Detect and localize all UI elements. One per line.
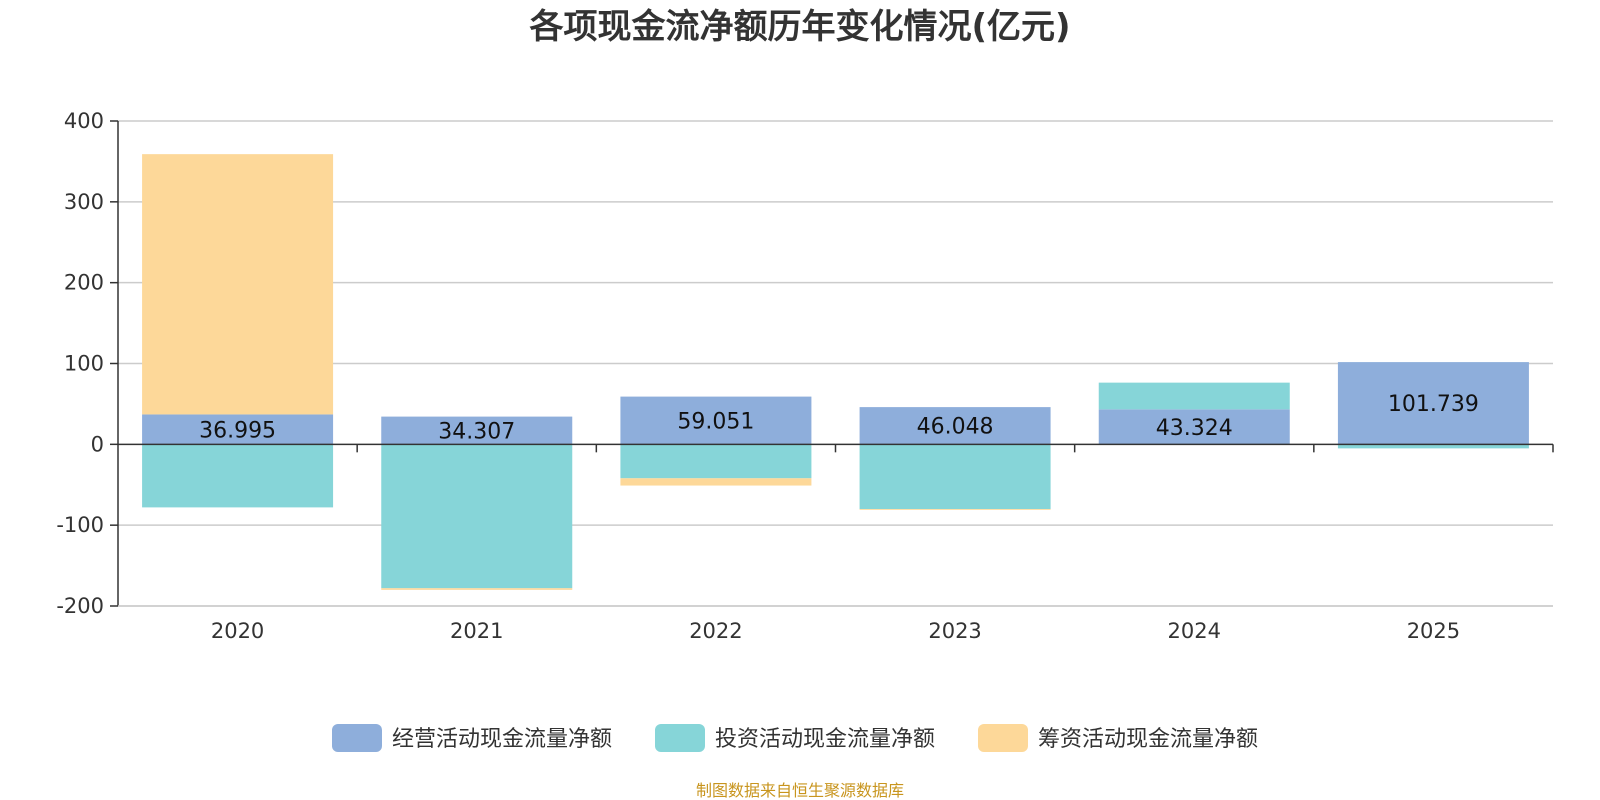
y-tick-label: 300 (64, 190, 104, 214)
x-tick-label: 2023 (928, 619, 981, 643)
bar-series-1-2022 (620, 444, 812, 479)
x-tick-label: 2020 (211, 619, 264, 643)
chart-title: 各项现金流净额历年变化情况(亿元) (529, 7, 1070, 47)
bar-series-1-2024 (1098, 382, 1290, 410)
data-label: 101.739 (1388, 392, 1479, 417)
data-label: 46.048 (917, 415, 994, 440)
bar-series-0-2020 (142, 414, 334, 445)
bar-series-2-2022 (620, 478, 812, 486)
x-tick-label: 2025 (1407, 619, 1460, 643)
y-tick-label: -200 (56, 594, 104, 618)
bar-series-2-2023 (859, 509, 1051, 510)
legend-label-1: 投资活动现金流量净额 (715, 727, 935, 752)
data-label: 34.307 (438, 419, 515, 444)
legend-swatch-0 (332, 724, 382, 752)
y-tick-label: 0 (91, 432, 104, 456)
x-tick-label: 2024 (1168, 619, 1221, 643)
data-label: 36.995 (199, 418, 276, 443)
data-label: 59.051 (677, 409, 754, 434)
bar-series-0-2022 (620, 396, 812, 445)
bar-series-1-2023 (859, 444, 1051, 509)
y-tick-label: -100 (56, 513, 104, 537)
y-tick-label: 100 (64, 352, 104, 376)
bars (142, 154, 1529, 590)
bar-series-0-2023 (859, 407, 1051, 445)
grid-lines (118, 120, 1553, 607)
axes: 400 300 200 100 0 -100 -200 2020 2021 2022 2023 202… (56, 109, 1554, 643)
data-labels: 36.995 34.307 59.051 46.048 43.324 101.739 (199, 392, 1479, 444)
bar-series-1-2021 (381, 444, 573, 589)
x-tick-label: 2021 (450, 619, 503, 643)
data-label: 43.324 (1156, 416, 1233, 441)
bar-series-0-2025 (1337, 362, 1529, 445)
source-note: 制图数据来自恒生聚源数据库 (696, 781, 904, 800)
legend: 经营活动现金流量净额 投资活动现金流量净额 筹资活动现金流量净额 (332, 724, 1258, 752)
x-tick-label: 2022 (689, 619, 742, 643)
y-tick-label: 400 (64, 109, 104, 133)
bar-series-2-2020 (142, 154, 334, 415)
bar-series-0-2024 (1098, 409, 1290, 445)
legend-label-0: 经营活动现金流量净额 (392, 727, 612, 752)
y-tick-label: 200 (64, 271, 104, 295)
legend-swatch-1 (655, 724, 705, 752)
bar-series-1-2025 (1337, 444, 1529, 449)
bar-series-2-2021 (381, 588, 573, 590)
bar-series-0-2021 (381, 416, 573, 445)
legend-swatch-2 (978, 724, 1028, 752)
legend-label-2: 筹资活动现金流量净额 (1038, 727, 1258, 752)
bar-series-1-2020 (142, 444, 334, 508)
